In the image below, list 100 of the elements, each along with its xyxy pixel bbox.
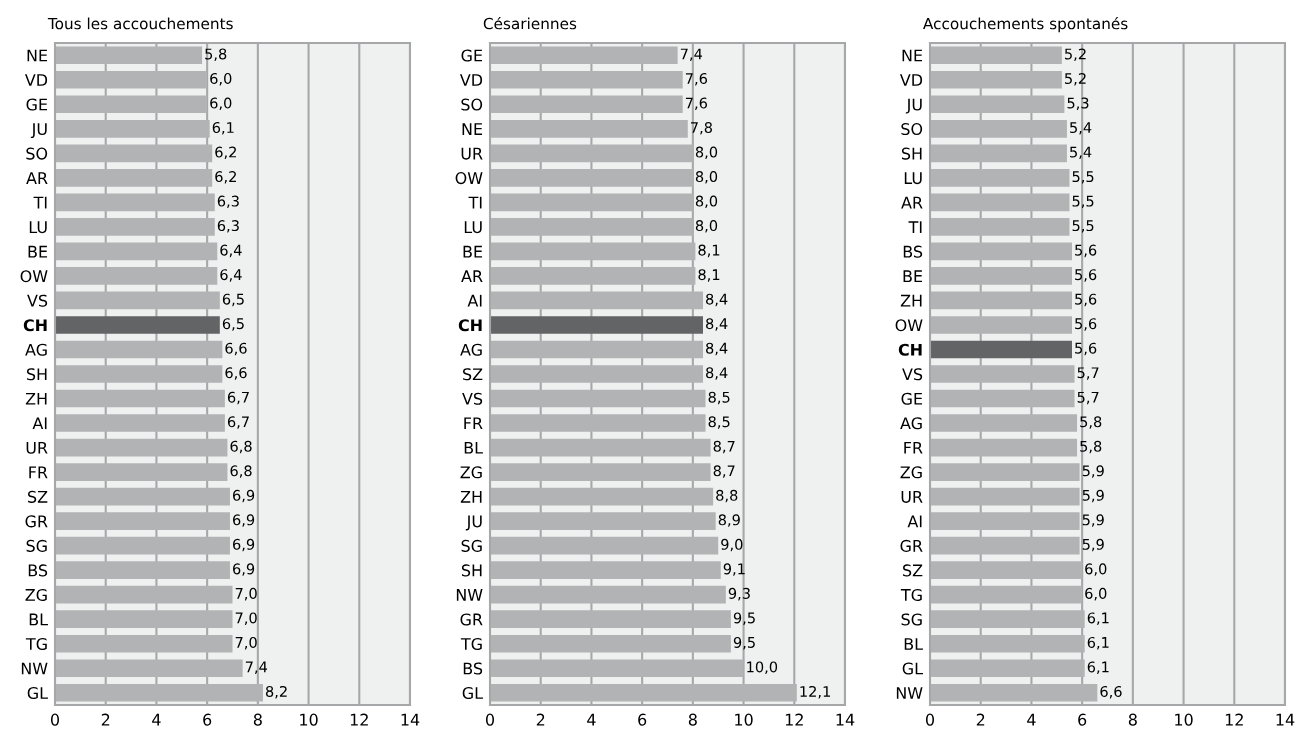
data-label: 6,4 [220,269,242,282]
data-label: 6,8 [230,440,252,454]
data-label: 6,6 [225,342,247,356]
data-label: 8,1 [698,269,720,282]
data-label: 5,6 [1075,342,1097,356]
data-label: 5,6 [1075,293,1097,307]
data-label: 8,0 [695,195,718,209]
x-tick-label: 0 [50,713,60,726]
y-tick-label: UR [26,441,48,454]
x-tick-label: 0 [485,713,495,726]
x-tick-label: 2 [101,713,110,726]
data-label: 7,6 [685,97,708,111]
y-tick-label: TG [900,588,922,601]
data-label: 5,8 [1080,416,1102,429]
y-tick-label: SG [461,539,482,552]
data-label: 5,9 [1082,465,1104,478]
y-tick-label: SZ [463,368,483,381]
x-tick-label: 4 [1027,713,1036,726]
y-tick-label: ZG [900,466,922,479]
y-tick-label: OW [895,319,923,332]
y-tick-label: SZ [28,490,48,503]
y-tick-label: SG [901,613,922,626]
data-label: 6,8 [230,465,252,478]
data-label: 6,5 [222,293,244,307]
x-tick-label: 10 [1175,713,1193,726]
y-tick-label: TI [908,221,922,233]
y-tick-label: GR [900,539,923,552]
y-tick-label: ZH [900,294,922,307]
y-tick-label: CH [458,319,482,332]
y-tick-label: AR [461,270,483,282]
data-label: 8,7 [713,465,735,478]
data-label: 5,4 [1070,122,1092,135]
y-tick-label: AG [25,343,47,356]
data-label: 9,1 [723,563,745,576]
x-tick-label: 6 [1078,713,1087,726]
data-label: 5,2 [1065,48,1086,61]
y-tick-label: AI [907,515,922,528]
y-tick-label: BS [903,245,923,258]
data-label: 8,7 [713,440,735,454]
data-label: 8,4 [706,342,728,356]
x-tick-label: 8 [253,713,262,726]
y-tick-label: BE [903,270,923,282]
y-tick-label: VS [27,294,48,307]
x-tick-label: 4 [152,713,161,726]
y-tick-label: CH [23,319,47,332]
data-label: 9,5 [733,636,755,650]
y-tick-label: ZG [25,588,47,601]
x-tick-label: 12 [350,713,368,726]
data-label: 5,5 [1072,220,1094,233]
data-label: 6,9 [233,538,255,552]
data-label: 5,9 [1082,489,1104,503]
x-tick-label: 14 [401,713,420,726]
y-tick-label: OW [455,172,483,185]
y-tick-label: GR [25,515,48,528]
y-tick-label: UR [901,491,923,503]
x-tick-label: 2 [536,713,545,726]
y-tick-label: BE [28,245,48,258]
y-tick-label: SH [461,564,482,577]
data-label: 6,9 [233,514,255,527]
data-label: 8,1 [698,244,720,258]
data-label: 5,8 [1080,440,1102,454]
x-tick-label: 14 [836,713,855,726]
data-label: 9,5 [733,612,755,625]
y-tick-label: JU [30,123,47,139]
data-label: 8,9 [718,514,740,527]
y-tick-label: GR [460,613,483,626]
data-label: 5,9 [1082,538,1104,552]
x-tick-label: 6 [638,713,647,726]
data-label: 6,3 [217,220,239,233]
y-tick-label: AG [900,417,922,430]
x-tick-label: 12 [1225,713,1243,726]
data-label: 6,7 [227,416,249,429]
data-label: 7,6 [685,72,708,86]
bar [930,340,1072,359]
data-label: 6,2 [215,171,236,184]
y-tick-label: VD [899,74,923,86]
data-label: 6,0 [210,97,232,111]
y-tick-label: AR [26,172,48,184]
x-tick-label: 10 [300,713,318,726]
y-tick-label: SO [26,147,48,160]
data-label: 5,4 [1070,146,1092,160]
y-tick-label: JU [905,98,922,114]
y-tick-label: JU [465,515,482,531]
data-label: 7,4 [680,48,703,61]
x-tick-label: 6 [203,713,212,726]
data-label: 6,1 [1087,661,1109,674]
y-tick-label: NE [902,49,923,62]
data-label: 8,2 [265,685,287,699]
chart-title: Accouchements spontanés [923,16,1128,33]
data-label: 8,0 [695,146,718,160]
y-tick-label: NW [896,687,923,699]
y-tick-label: VD [24,74,48,86]
y-tick-label: SO [901,123,923,136]
x-tick-label: 14 [1276,713,1295,726]
data-label: 7,0 [235,587,257,601]
data-label: 5,5 [1072,171,1094,184]
y-tick-label: ZH [25,392,47,405]
y-tick-label: BE [463,245,483,258]
data-label: 5,2 [1065,72,1086,86]
data-label: 9,0 [721,538,743,552]
